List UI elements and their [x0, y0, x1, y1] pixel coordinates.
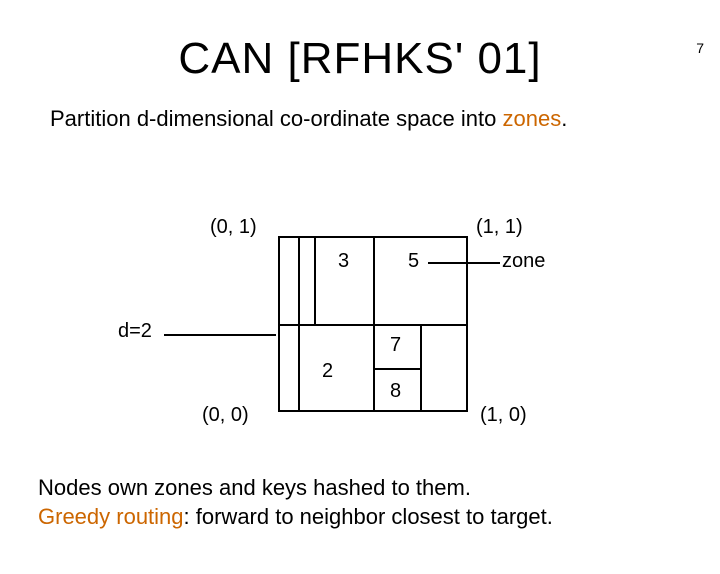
- zone-number-2: 2: [322, 360, 333, 383]
- coord-bottom-left: (0, 0): [202, 404, 249, 427]
- subtitle-prefix: Partition d-dimensional co-ordinate spac…: [50, 106, 502, 131]
- zone-pointer-line: [428, 262, 500, 264]
- footer-line-2: Greedy routing: forward to neighbor clos…: [38, 502, 553, 532]
- zone-number-7: 7: [390, 334, 401, 357]
- footer-line-1: Nodes own zones and keys hashed to them.: [38, 473, 553, 503]
- page-number: 7: [696, 40, 704, 56]
- grid-vline: [420, 324, 422, 412]
- can-diagram: (0, 1) (1, 1) (0, 0) (1, 0) 3 5 2 7 8 zo…: [150, 224, 590, 444]
- slide-title: CAN [RFHKS' 01]: [0, 34, 720, 84]
- coord-bottom-right: (1, 0): [480, 404, 527, 427]
- subtitle-suffix: .: [561, 106, 567, 131]
- grid-vline: [314, 236, 316, 324]
- grid-hline: [278, 324, 468, 326]
- coord-top-left: (0, 1): [210, 216, 257, 239]
- coord-top-right: (1, 1): [476, 216, 523, 239]
- subtitle: Partition d-dimensional co-ordinate spac…: [50, 106, 720, 132]
- d-equals-label: d=2: [118, 320, 152, 343]
- subtitle-highlight: zones: [502, 106, 561, 131]
- zone-number-3: 3: [338, 250, 349, 273]
- zone-callout-label: zone: [502, 250, 545, 273]
- zone-number-8: 8: [390, 380, 401, 403]
- grid-hline: [373, 368, 420, 370]
- footer-highlight: Greedy routing: [38, 504, 184, 529]
- zone-number-5: 5: [408, 250, 419, 273]
- footer-line-2-suffix: : forward to neighbor closest to target.: [184, 504, 553, 529]
- footer-text: Nodes own zones and keys hashed to them.…: [38, 473, 553, 532]
- d-pointer-line: [164, 334, 276, 336]
